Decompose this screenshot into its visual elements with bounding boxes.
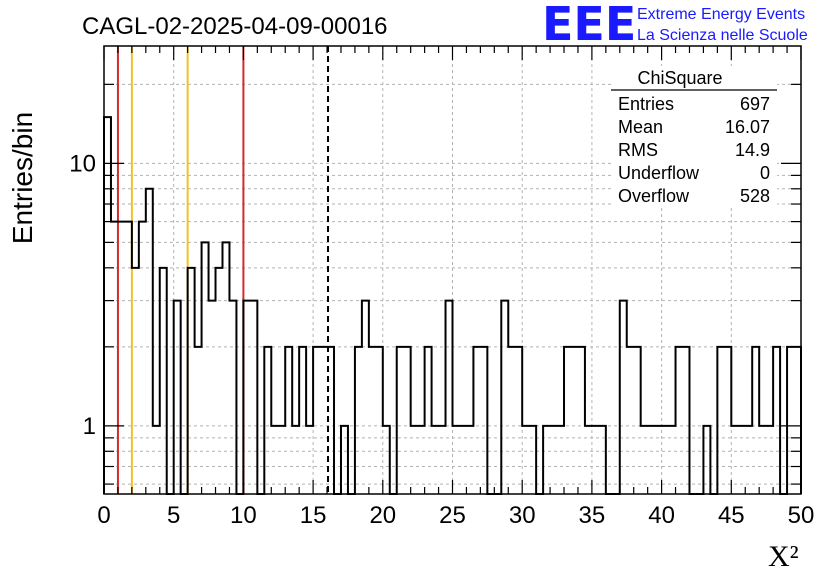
x-tick-label: 5 <box>167 502 180 529</box>
x-tick-label: 40 <box>648 502 675 529</box>
x-tick-label: 30 <box>509 502 536 529</box>
x-axis-label: X² <box>768 540 799 572</box>
stats-box-background <box>611 66 777 206</box>
stats-row-value: 14.9 <box>735 140 770 160</box>
stats-row-label: Mean <box>618 117 663 137</box>
stats-row-value: 0 <box>760 163 770 183</box>
histogram-outline <box>103 116 802 495</box>
x-tick-label: 45 <box>718 502 745 529</box>
stats-row-value: 528 <box>740 186 770 206</box>
x-tick-label: 25 <box>439 502 466 529</box>
x-tick-label: 15 <box>300 502 327 529</box>
x-tick-label: 35 <box>579 502 606 529</box>
y-axis-label: Entries/bin <box>7 112 38 244</box>
stats-row-label: Underflow <box>618 163 700 183</box>
y-tick-label: 10 <box>69 150 96 177</box>
stats-row-value: 16.07 <box>725 117 770 137</box>
stats-rows: Entries 697 Mean 16.07 RMS 14.9 Underflow 0 Over… <box>618 94 770 206</box>
axis-ticks: 0 5 10 15 20 25 30 35 40 45 50 1 10 <box>69 46 814 529</box>
chart-title: CAGL-02-2025-04-09-00016 <box>82 13 388 40</box>
logo: EEE Extreme Energy Events La Scienza nel… <box>542 0 808 51</box>
stats-row-value: 697 <box>740 94 770 114</box>
x-tick-label: 20 <box>369 502 396 529</box>
stats-row-label: RMS <box>618 140 658 160</box>
x-tick-label: 0 <box>97 502 110 529</box>
stats-box: ChiSquare Entries 697 Mean 16.07 RMS 14.9 Unde… <box>611 66 777 206</box>
stats-box-title: ChiSquare <box>637 68 722 88</box>
stats-row-label: Overflow <box>618 186 690 206</box>
stats-row-label: Entries <box>618 94 674 114</box>
logo-line-2: La Scienza nelle Scuole <box>637 27 808 44</box>
x-tick-label: 10 <box>230 502 257 529</box>
logo-line-1: Extreme Energy Events <box>637 6 805 23</box>
y-tick-label: 1 <box>83 413 96 440</box>
x-tick-label: 50 <box>788 502 815 529</box>
logo-mark: EEE <box>542 0 636 51</box>
